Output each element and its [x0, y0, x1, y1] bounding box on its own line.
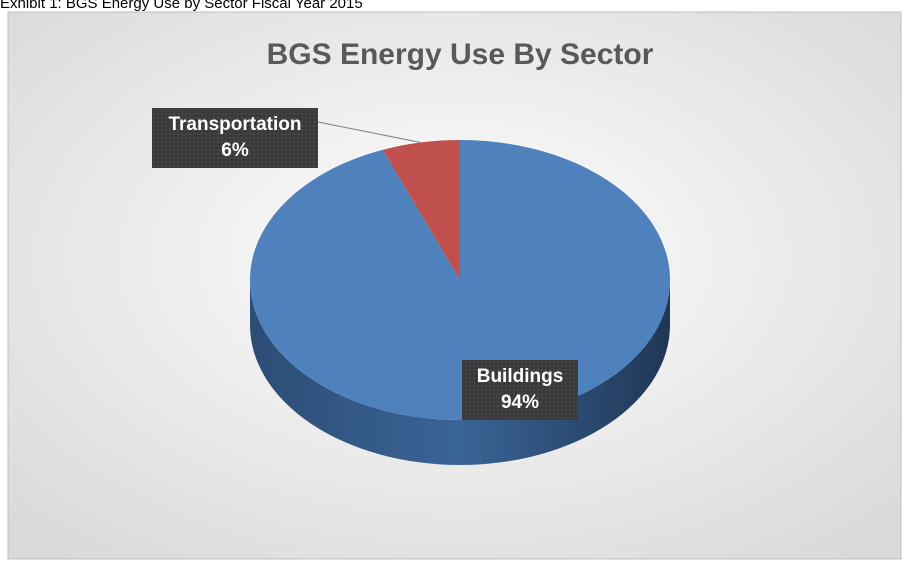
- chart-title: BGS Energy Use By Sector: [267, 38, 654, 71]
- data-label-name: Buildings: [477, 366, 564, 387]
- pie-slice: [250, 140, 670, 420]
- data-label-value: 94%: [501, 392, 539, 413]
- leader-line: [317, 121, 421, 143]
- pie-slice: [382, 140, 460, 280]
- caption: Exhibit 1: BGS Energy Use by Sector Fisc…: [0, 0, 363, 12]
- data-label-value: 6%: [221, 140, 249, 161]
- data-label-name: Transportation: [168, 114, 301, 135]
- data-label-box: [462, 360, 578, 420]
- data-label-box: [152, 108, 318, 168]
